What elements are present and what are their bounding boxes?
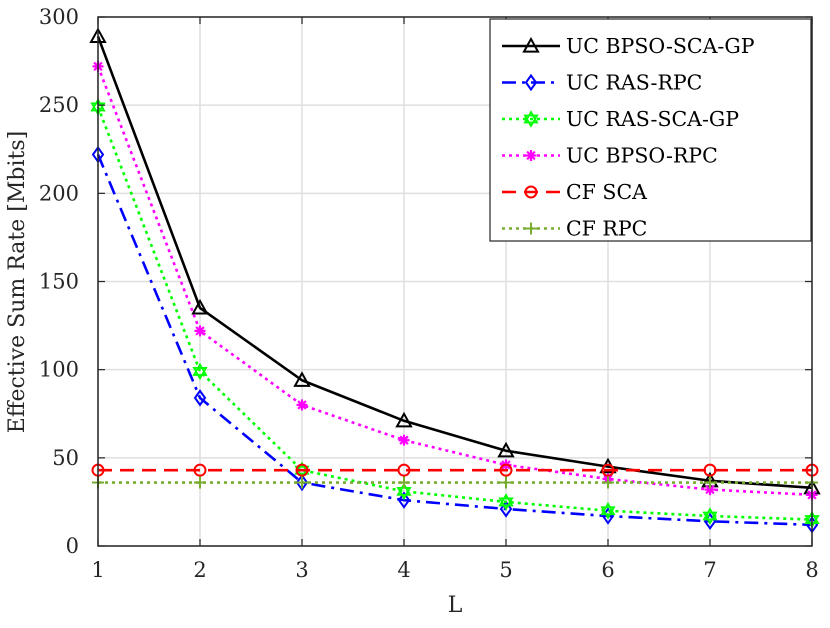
legend-label: UC BPSO-SCA-GP [566, 34, 755, 58]
x-tick-label: 7 [703, 558, 716, 582]
legend-marker [525, 150, 537, 161]
data-point [397, 463, 411, 477]
legend-entry: CF SCA [502, 180, 647, 204]
legend-label: UC RAS-RPC [566, 71, 702, 95]
series-line [96, 106, 813, 521]
series-lines [89, 27, 821, 534]
legend-marker [525, 222, 537, 235]
data-point [194, 476, 206, 489]
data-point [499, 463, 513, 477]
data-point [295, 463, 309, 477]
data-point [703, 463, 717, 477]
x-tick-label: 8 [805, 558, 818, 582]
data-point [397, 491, 411, 509]
y-tick-label: 250 [39, 93, 79, 117]
legend-marker [524, 73, 538, 92]
data-point [293, 371, 311, 387]
x-axis-label: L [448, 593, 463, 618]
tick-labels: 1 2 3 4 5 6 7 8 0 50 100 150 200 250 300 [39, 5, 819, 582]
legend-marker [524, 185, 538, 199]
legend-marker [523, 110, 539, 128]
y-tick-label: 200 [39, 181, 79, 205]
x-tick-label: 2 [193, 558, 206, 582]
x-tick-label: 6 [601, 558, 614, 582]
data-point [296, 399, 308, 411]
data-point [398, 434, 410, 446]
legend-entry: UC BPSO-SCA-GP [502, 34, 755, 58]
x-tick-label: 5 [499, 558, 512, 582]
legend-label: CF SCA [566, 180, 647, 204]
x-tick-label: 1 [91, 558, 104, 582]
data-point [398, 476, 410, 489]
series-line [96, 35, 813, 490]
data-point [602, 476, 614, 489]
data-point [704, 476, 716, 489]
data-point [295, 473, 309, 492]
data-point [294, 461, 310, 479]
legend-entry: UC RAS-RPC [502, 71, 702, 95]
legend-label: UC BPSO-RPC [566, 144, 718, 168]
data-point [395, 411, 413, 428]
x-tick-label: 4 [397, 558, 410, 582]
axes [97, 16, 813, 547]
series-uc-bpso-sca-gp [89, 27, 821, 495]
legend-label: CF RPC [566, 217, 647, 241]
y-tick-label: 0 [66, 534, 79, 558]
y-tick-label: 300 [39, 5, 79, 29]
y-tick-label: 100 [39, 358, 79, 382]
data-point [497, 441, 515, 458]
series-line [96, 65, 813, 497]
legend-entry: CF RPC [502, 217, 647, 241]
data-point [193, 463, 207, 477]
legend: UC BPSO-SCA-GP UC RAS-RPC UC RAS-SCA-GP UC … [489, 18, 812, 242]
series-line [96, 154, 813, 527]
y-tick-label: 150 [39, 270, 79, 294]
legend-label: UC RAS-SCA-GP [566, 107, 739, 131]
data-point [600, 501, 616, 520]
data-point [601, 463, 615, 477]
legend-box [489, 18, 812, 242]
data-point [193, 389, 207, 407]
data-point [499, 500, 513, 518]
legend-entry: UC RAS-SCA-GP [502, 107, 739, 131]
data-point [500, 476, 512, 489]
data-point [702, 507, 718, 525]
legend-marker [522, 36, 540, 53]
data-point [296, 476, 308, 489]
x-tick-label: 3 [295, 558, 308, 582]
data-point [192, 362, 208, 381]
y-tick-label: 50 [52, 446, 79, 470]
data-point [191, 298, 209, 315]
data-point [498, 493, 514, 511]
legend-entry: UC BPSO-RPC [502, 144, 718, 168]
data-point [194, 325, 206, 337]
y-axis-label: Effective Sum Rate [Mbits] [5, 131, 30, 433]
